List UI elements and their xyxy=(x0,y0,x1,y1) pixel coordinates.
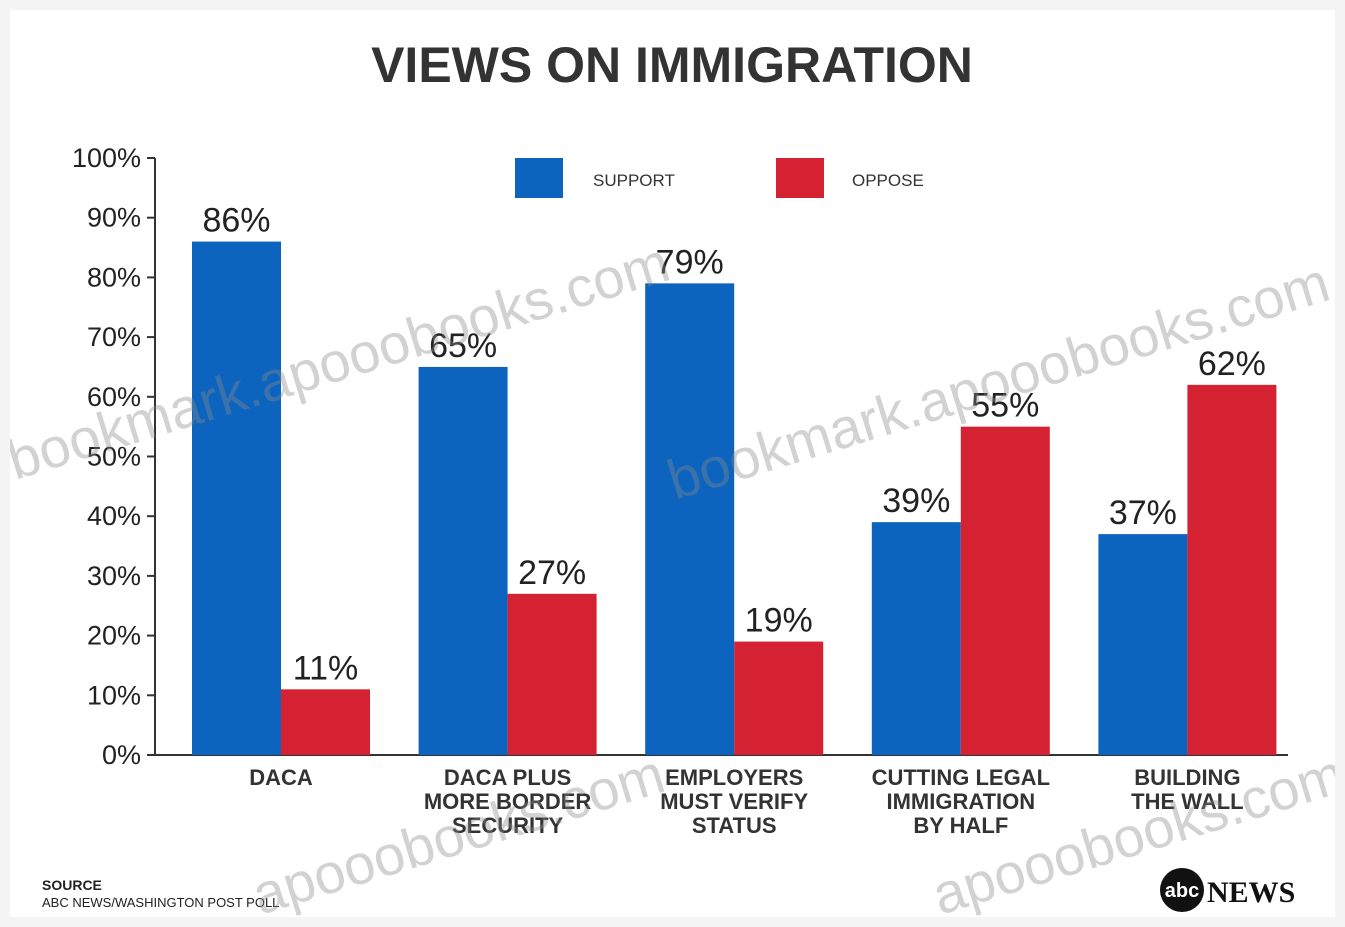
data-label: 86% xyxy=(202,202,270,240)
x-category-label: MUST VERIFY xyxy=(660,789,808,814)
legend: SUPPORT OPPOSE xyxy=(515,158,924,198)
data-label: 79% xyxy=(656,243,724,281)
x-category-label: EMPLOYERS xyxy=(665,765,803,790)
data-label: 39% xyxy=(882,482,950,520)
y-tick-label: 10% xyxy=(87,680,141,710)
y-tick-label: 0% xyxy=(102,740,141,770)
y-tick-label: 70% xyxy=(87,322,141,352)
legend-label-oppose: OPPOSE xyxy=(852,171,924,190)
y-tick-label: 30% xyxy=(87,561,141,591)
x-category-label: MORE BORDER xyxy=(424,789,592,814)
bar-oppose xyxy=(734,641,824,755)
bar-support xyxy=(418,366,508,755)
source-note: SOURCE ABC NEWS/WASHINGTON POST POLL xyxy=(42,877,279,910)
bars xyxy=(192,241,1277,755)
abc-logo-news: NEWS xyxy=(1207,876,1295,909)
legend-swatch-oppose xyxy=(776,158,824,198)
y-tick-label: 80% xyxy=(87,262,141,292)
bar-support xyxy=(192,241,281,755)
y-axis: 0% 10% 20% 30% 40% 50% 60% 70% 80% 90% 100% xyxy=(72,143,1288,770)
x-category-label: DACA PLUS xyxy=(444,765,572,790)
x-category-label: BUILDING xyxy=(1134,765,1240,790)
x-category-label: IMMIGRATION xyxy=(886,789,1035,814)
y-tick-label: 50% xyxy=(87,442,141,472)
value-labels: 86% 11% 65% 27% 79% 19% 39% 55% 37% 62% xyxy=(202,202,1265,688)
abc-logo-circle xyxy=(1160,868,1204,912)
bar-chart: VIEWS ON IMMIGRATION 0% 10% 20% 30% 40% 50% 60… xyxy=(10,37,1335,917)
y-tick-label: 90% xyxy=(87,203,141,233)
y-tick-label: 40% xyxy=(87,501,141,531)
x-category-label: SECURITY xyxy=(452,813,564,838)
bar-support xyxy=(645,283,735,755)
bar-oppose xyxy=(507,593,597,755)
x-category-label: STATUS xyxy=(692,813,777,838)
bar-oppose xyxy=(281,689,370,755)
data-label: 19% xyxy=(745,602,813,640)
x-category-label: CUTTING LEGAL xyxy=(872,765,1050,790)
y-tick-label: 20% xyxy=(87,621,141,651)
chart-title: VIEWS ON IMMIGRATION xyxy=(371,37,973,93)
data-label: 65% xyxy=(429,327,497,365)
data-label: 37% xyxy=(1109,494,1177,532)
bar-support xyxy=(1098,534,1188,755)
bar-oppose xyxy=(960,426,1050,755)
data-label: 27% xyxy=(518,554,586,592)
x-category-label: DACA xyxy=(249,765,313,790)
x-category-label: BY HALF xyxy=(913,813,1008,838)
data-label: 55% xyxy=(971,387,1039,425)
abc-logo-badge: abc xyxy=(1165,880,1199,902)
source-text: ABC NEWS/WASHINGTON POST POLL xyxy=(42,895,279,910)
legend-swatch-support xyxy=(515,158,563,198)
abc-news-logo: abc NEWS xyxy=(1160,868,1295,912)
source-heading: SOURCE xyxy=(42,877,102,893)
bar-oppose xyxy=(1187,384,1277,755)
data-label: 62% xyxy=(1198,345,1266,383)
bar-support xyxy=(871,522,961,755)
x-category-label: THE WALL xyxy=(1131,789,1243,814)
chart-frame: VIEWS ON IMMIGRATION 0% 10% 20% 30% 40% 50% 60… xyxy=(10,10,1335,917)
y-tick-label: 60% xyxy=(87,382,141,412)
legend-label-support: SUPPORT xyxy=(593,171,675,190)
y-tick-label: 100% xyxy=(72,143,141,173)
data-label: 11% xyxy=(293,649,359,687)
